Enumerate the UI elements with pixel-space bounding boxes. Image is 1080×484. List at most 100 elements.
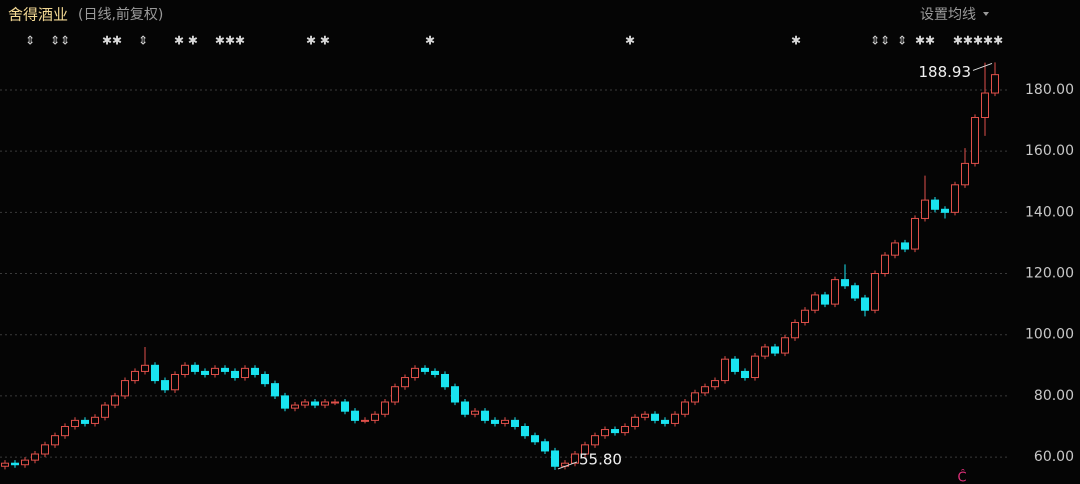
candle-body: [521, 425, 529, 437]
candle-body: [451, 386, 459, 403]
candle-body: [351, 410, 359, 421]
candle-body: [71, 419, 79, 427]
candle-body: [461, 401, 469, 415]
candle-body: [41, 444, 49, 455]
candle-body: [281, 395, 289, 409]
candle-body: [811, 294, 819, 311]
candle-body: [141, 364, 149, 372]
candle-body: [221, 367, 229, 372]
candle-body: [481, 410, 489, 421]
candle-body: [181, 364, 189, 375]
svg-text:✱✱: ✱✱: [102, 34, 122, 48]
svg-text:✱: ✱: [625, 34, 635, 48]
candle-body: [391, 386, 399, 403]
candle-body: [831, 279, 839, 305]
candle-body: [21, 459, 29, 466]
svg-text:✱ ✱: ✱ ✱: [306, 34, 330, 48]
candle-body: [291, 404, 299, 409]
candle-body: [911, 217, 919, 250]
candle-body: [81, 419, 89, 424]
candle-body: [691, 392, 699, 403]
candle-body: [201, 370, 209, 375]
candle-body: [891, 242, 899, 256]
candle-body: [171, 373, 179, 391]
candle-body: [321, 401, 329, 406]
candle-body: [1, 462, 9, 467]
candle-body: [381, 401, 389, 415]
svg-text:⇕: ⇕: [897, 34, 907, 48]
high-label: 188.93: [919, 63, 972, 81]
candle-body: [51, 435, 59, 446]
candle-body: [991, 74, 999, 94]
candle-body: [821, 294, 829, 305]
candle-body: [91, 416, 99, 424]
candle-body: [571, 453, 579, 464]
menu-arrow[interactable]: [983, 12, 989, 16]
candle-body: [511, 419, 519, 427]
candle-body: [441, 373, 449, 388]
candle-body: [751, 355, 759, 379]
candle-body: [771, 346, 779, 354]
y-tick-label: 160.00: [1025, 143, 1074, 159]
menu-button[interactable]: 设置均线: [920, 7, 976, 23]
candle-body: [681, 401, 689, 415]
candle-body: [601, 429, 609, 437]
chart-title: 舍得酒业: [8, 6, 68, 24]
candle-body: [101, 404, 109, 418]
event-markers: ⇕ ⇕⇕ ✱✱ ⇕ ✱ ✱ ✱✱✱ ✱ ✱ ✱ ✱ ✱ ⇕⇕ ⇕ ✱✱ ✱✱✱✱…: [25, 34, 1003, 48]
candle-body: [671, 413, 679, 424]
y-tick-label: 100.00: [1025, 327, 1074, 343]
svg-text:⇕: ⇕: [138, 34, 148, 48]
candle-body: [311, 401, 319, 406]
candle-body: [731, 358, 739, 372]
chart-subtitle: (日线,前复权): [78, 6, 163, 23]
candle-body: [881, 254, 889, 275]
candle-body: [791, 321, 799, 339]
annotation-arrow: [557, 461, 578, 470]
candle-body: [491, 419, 499, 424]
candle-body: [541, 441, 549, 452]
candle-body: [341, 401, 349, 412]
svg-text:✱✱✱: ✱✱✱: [215, 34, 245, 48]
candle-body: [411, 367, 419, 379]
candle-body: [721, 358, 729, 382]
annotation-arrow: [972, 62, 993, 71]
candle-body: [361, 419, 369, 422]
candle-body: [661, 419, 669, 424]
svg-text:✱: ✱: [791, 34, 801, 48]
candle-body: [261, 373, 269, 385]
candle-body: [271, 383, 279, 397]
candle-body: [741, 370, 749, 379]
svg-text:✱ ✱: ✱ ✱: [174, 34, 198, 48]
candle-body: [231, 370, 239, 379]
candle-body: [761, 346, 769, 357]
candle-body: [981, 92, 989, 118]
candle-body: [951, 184, 959, 213]
candle-body: [711, 380, 719, 388]
candle-body: [111, 395, 119, 406]
y-tick-label: 60.00: [1034, 449, 1074, 465]
candle-body: [11, 462, 19, 466]
candle-body: [971, 116, 979, 164]
candle-body: [551, 450, 559, 467]
candle-body: [421, 367, 429, 372]
candle-body: [501, 419, 509, 424]
svg-text:✱✱: ✱✱: [915, 34, 935, 48]
svg-text:✱: ✱: [425, 34, 435, 48]
candle-body: [801, 309, 809, 323]
svg-text:⇕⇕: ⇕⇕: [50, 34, 70, 48]
candle-body: [471, 410, 479, 415]
candle-body: [841, 279, 849, 287]
svg-text:⇕: ⇕: [25, 34, 35, 48]
candle-body: [121, 380, 129, 397]
candle-body: [961, 162, 969, 186]
candle-body: [851, 285, 859, 299]
y-tick-label: 180.00: [1025, 82, 1074, 98]
y-tick-label: 80.00: [1034, 388, 1074, 404]
candle-body: [131, 370, 139, 382]
candle-body: [431, 370, 439, 375]
candle-body: [701, 386, 709, 394]
candle-body: [161, 380, 169, 391]
candle-body: [641, 413, 649, 418]
